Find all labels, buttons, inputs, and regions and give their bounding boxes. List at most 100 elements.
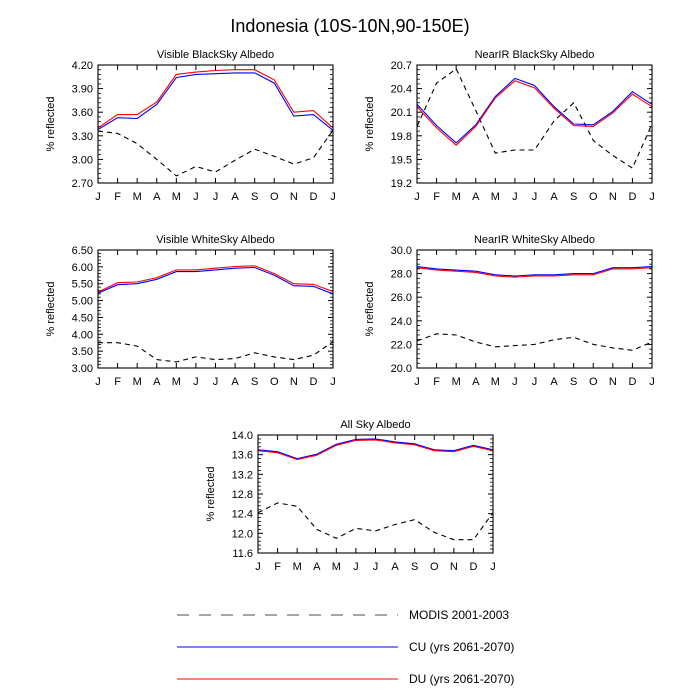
y-tick-label: 4.50 — [72, 312, 93, 324]
legend-label: CU (yrs 2061-2070) — [409, 640, 514, 654]
x-tick-label: J — [330, 191, 336, 203]
y-tick-label: 28.0 — [391, 269, 412, 281]
plot-frame — [97, 64, 334, 184]
y-tick-label: 12.0 — [232, 528, 253, 540]
x-tick-label: A — [231, 376, 239, 388]
legend-item: DU (yrs 2061-2070) — [177, 672, 514, 686]
series-line-cu — [416, 77, 653, 144]
chart-panel-nir-wsa: NearIR WhiteSky Albedo % reflected 30.0 28.… — [364, 234, 655, 388]
x-tick-label: J — [193, 376, 199, 388]
x-tick-label: O — [430, 561, 439, 573]
y-tick-label: 5.00 — [72, 296, 93, 308]
x-tick-label: M — [491, 376, 500, 388]
x-tick-label: M — [452, 191, 461, 203]
x-tick-label: J — [95, 376, 101, 388]
y-tick-label: 11.6 — [232, 548, 253, 560]
x-tick-label: J — [353, 561, 359, 573]
y-tick-label: 3.00 — [72, 363, 93, 375]
x-tick-label: S — [411, 561, 418, 573]
y-axis-label: % reflected — [45, 96, 57, 151]
y-tick-label: 20.1 — [391, 107, 412, 119]
x-tick-label: N — [609, 191, 617, 203]
x-tick-label: J — [373, 561, 379, 573]
legend-label: MODIS 2001-2003 — [409, 608, 509, 622]
y-tick-label: 14.0 — [232, 430, 253, 442]
x-tick-label: J — [95, 191, 101, 203]
panel-title: Visible WhiteSky Albedo — [156, 234, 274, 246]
x-tick-label: A — [153, 376, 161, 388]
panel-title: NearIR WhiteSky Albedo — [474, 234, 595, 246]
x-tick-label: J — [255, 561, 261, 573]
x-tick-label: S — [570, 191, 577, 203]
y-tick-label: 12.4 — [232, 509, 253, 521]
y-axis-label: % reflected — [364, 281, 376, 336]
series-line-modis — [257, 502, 494, 541]
x-tick-label: A — [550, 191, 558, 203]
plot-frame — [416, 64, 653, 184]
x-tick-label: N — [290, 376, 298, 388]
chart-panel-vis-wsa: Visible WhiteSky Albedo % reflected 6.50 6.… — [45, 234, 336, 388]
x-tick-label: M — [491, 191, 500, 203]
x-tick-label: J — [490, 561, 496, 573]
y-tick-label: 20.0 — [391, 363, 412, 375]
x-tick-label: A — [313, 561, 321, 573]
y-tick-label: 19.8 — [391, 131, 412, 143]
series-line-du — [97, 69, 334, 129]
x-tick-label: D — [309, 376, 317, 388]
y-tick-label: 19.5 — [391, 154, 412, 166]
plot-frame — [97, 249, 334, 369]
series-line-du — [416, 80, 653, 146]
x-tick-label: F — [433, 191, 440, 203]
x-tick-label: M — [133, 191, 142, 203]
series-line-modis — [416, 68, 653, 169]
y-tick-label: 19.2 — [391, 178, 412, 190]
x-tick-label: S — [570, 376, 577, 388]
y-tick-label: 13.2 — [232, 469, 253, 481]
x-tick-label: A — [472, 191, 480, 203]
plot-frame — [416, 249, 653, 369]
x-tick-label: J — [649, 191, 655, 203]
y-tick-label: 20.7 — [391, 60, 412, 72]
panel-title: All Sky Albedo — [340, 419, 410, 431]
x-tick-label: A — [391, 561, 399, 573]
y-axis-label: % reflected — [364, 96, 376, 151]
legend: MODIS 2001-2003 CU (yrs 2061-2070) DU (yrs… — [177, 608, 514, 686]
x-tick-label: J — [649, 376, 655, 388]
x-tick-label: D — [628, 376, 636, 388]
x-tick-label: A — [550, 376, 558, 388]
x-tick-label: J — [330, 376, 336, 388]
x-tick-label: O — [270, 191, 279, 203]
x-tick-label: J — [532, 191, 538, 203]
series-line-modis — [98, 341, 334, 363]
x-tick-label: J — [512, 191, 518, 203]
y-tick-label: 26.0 — [391, 292, 412, 304]
y-axis-label: % reflected — [45, 281, 57, 336]
x-tick-label: F — [433, 376, 440, 388]
y-tick-label: 12.8 — [232, 489, 253, 501]
y-tick-label: 13.6 — [232, 450, 253, 462]
x-tick-label: J — [213, 376, 219, 388]
series-line-du — [257, 439, 494, 461]
chart-panel-all-sky: All Sky Albedo % reflected 14.0 13.6 13.2 12.… — [205, 419, 496, 573]
x-tick-label: J — [414, 376, 420, 388]
plot-frame — [257, 434, 494, 554]
figure-title: Indonesia (10S-10N,90-150E) — [230, 16, 469, 36]
x-tick-label: F — [114, 376, 121, 388]
x-tick-label: J — [414, 191, 420, 203]
y-axis-label: % reflected — [205, 466, 217, 521]
legend-label: DU (yrs 2061-2070) — [409, 672, 514, 686]
x-tick-label: N — [450, 561, 458, 573]
x-tick-label: M — [293, 561, 302, 573]
x-tick-label: J — [512, 376, 518, 388]
panel-title: Visible BlackSky Albedo — [157, 49, 274, 61]
y-tick-label: 3.50 — [72, 346, 93, 358]
x-tick-label: D — [469, 561, 477, 573]
x-tick-label: J — [193, 191, 199, 203]
x-tick-label: N — [609, 376, 617, 388]
series-line-du — [416, 267, 653, 278]
y-tick-label: 6.00 — [72, 262, 93, 274]
x-tick-label: A — [153, 191, 161, 203]
x-tick-label: J — [213, 191, 219, 203]
y-tick-label: 3.90 — [72, 84, 93, 96]
